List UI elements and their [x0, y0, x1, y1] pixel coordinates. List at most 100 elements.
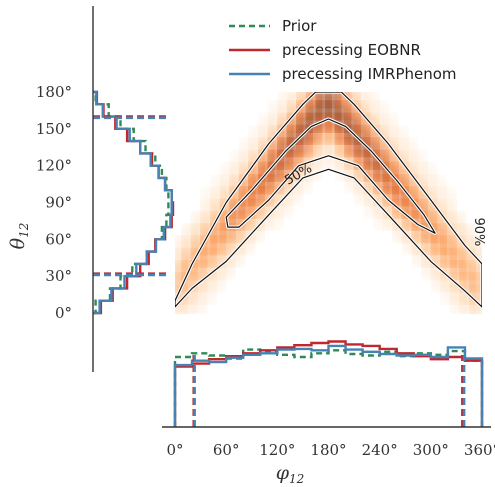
- density-cell: [375, 213, 388, 229]
- density-cell: [385, 152, 397, 167]
- density-cell: [269, 189, 282, 204]
- density-cell: [365, 164, 378, 179]
- density-cell: [346, 115, 359, 130]
- density-cell: [289, 92, 301, 106]
- density-cell: [356, 189, 368, 204]
- density-cell: [221, 226, 234, 241]
- density-cell: [279, 140, 292, 155]
- density-cell: [385, 213, 397, 229]
- density-cell: [317, 127, 330, 143]
- x-tick-label: 0°: [166, 441, 183, 459]
- y-tick-label: 120°: [36, 157, 72, 175]
- density-cell: [471, 275, 482, 290]
- density-cell: [442, 250, 455, 265]
- density-cell: [385, 189, 397, 204]
- density-cell: [385, 127, 397, 143]
- density-cell: [221, 189, 234, 204]
- theta-marginal-panel: [93, 90, 175, 315]
- density-cell: [269, 115, 282, 130]
- density-cell: [423, 176, 436, 192]
- density-cell: [212, 250, 224, 265]
- density-cell: [269, 152, 282, 167]
- density-cell: [260, 176, 272, 192]
- density-cell: [298, 115, 311, 130]
- density-cell: [231, 238, 244, 253]
- density-cell: [298, 92, 311, 106]
- density-cell: [289, 127, 301, 143]
- density-cell: [327, 152, 340, 167]
- density-cell: [327, 103, 340, 118]
- theta-histogram-precessing-imrphenom: [93, 90, 173, 315]
- density-cell: [356, 140, 368, 155]
- density-cell: [250, 189, 263, 204]
- density-cell: [279, 201, 292, 216]
- density-cell: [442, 238, 455, 253]
- density-cell: [269, 103, 282, 118]
- density-cell: [346, 140, 359, 155]
- density-cell: [394, 164, 407, 179]
- density-cell: [317, 92, 330, 106]
- x-tick-labels: 0° 60° 120° 180° 240° 300° 360°: [166, 441, 495, 459]
- x-tick-label: 180°: [310, 441, 346, 459]
- phi-histogram-precessing-imrphenom: [173, 344, 484, 427]
- density-cell: [404, 152, 416, 167]
- density-cell: [175, 299, 186, 314]
- density-cell: [308, 164, 320, 179]
- density-cell: [365, 127, 378, 143]
- density-cell: [193, 287, 205, 302]
- density-cell: [221, 262, 234, 278]
- density-cell: [202, 238, 215, 253]
- density-cell: [279, 92, 292, 106]
- density-cell: [394, 213, 407, 229]
- contour-label-90pct: 90%: [471, 218, 486, 247]
- density-cell: [241, 238, 253, 253]
- density-cell: [298, 176, 311, 192]
- density-cell: [308, 103, 320, 118]
- density-cell: [269, 176, 282, 192]
- density-cell: [433, 226, 445, 241]
- density-cell: [183, 238, 196, 253]
- density-cell: [404, 176, 416, 192]
- density-cell: [193, 238, 205, 253]
- density-cell: [175, 262, 186, 278]
- density-cell: [337, 127, 349, 143]
- y-tick-labels: 0° 30° 60° 90° 120° 150° 180°: [36, 83, 72, 322]
- theta-histogram-prior: [93, 90, 170, 315]
- density-cell: [404, 226, 416, 241]
- density-cell: [327, 140, 340, 155]
- density-cell: [289, 189, 301, 204]
- density-cell: [365, 201, 378, 216]
- density-cell: [212, 213, 224, 229]
- legend-entry: precessing IMRPhenom: [282, 65, 457, 83]
- density-cell: [385, 115, 397, 130]
- density-cell: [231, 226, 244, 241]
- x-tick-label: 60°: [213, 441, 240, 459]
- density-cell: [452, 226, 464, 241]
- density-cell: [337, 164, 349, 179]
- density-cell: [375, 115, 388, 130]
- density-cell: [202, 275, 215, 290]
- density-cell: [346, 152, 359, 167]
- density-cell: [346, 176, 359, 192]
- density-cell: [317, 103, 330, 118]
- density-cell: [202, 201, 215, 216]
- density-cell: [231, 213, 244, 229]
- density-cell: [404, 201, 416, 216]
- density-cell: [279, 164, 292, 179]
- density-cell: [183, 275, 196, 290]
- density-cell: [298, 152, 311, 167]
- density-cell: [241, 201, 253, 216]
- density-heatmap: [175, 92, 482, 314]
- density-cell: [241, 176, 253, 192]
- legend: Prior precessing EOBNR precessing IMRPheno…: [229, 17, 457, 83]
- density-cell: [375, 176, 388, 192]
- y-axis-label: θ12: [7, 223, 31, 250]
- density-cell: [394, 226, 407, 241]
- density-cell: [413, 152, 426, 167]
- y-tick-label: 30°: [45, 267, 72, 285]
- theta-histogram-precessing-eobnr: [93, 90, 175, 315]
- density-cell: [394, 189, 407, 204]
- density-cell: [241, 226, 253, 241]
- density-cell: [404, 213, 416, 229]
